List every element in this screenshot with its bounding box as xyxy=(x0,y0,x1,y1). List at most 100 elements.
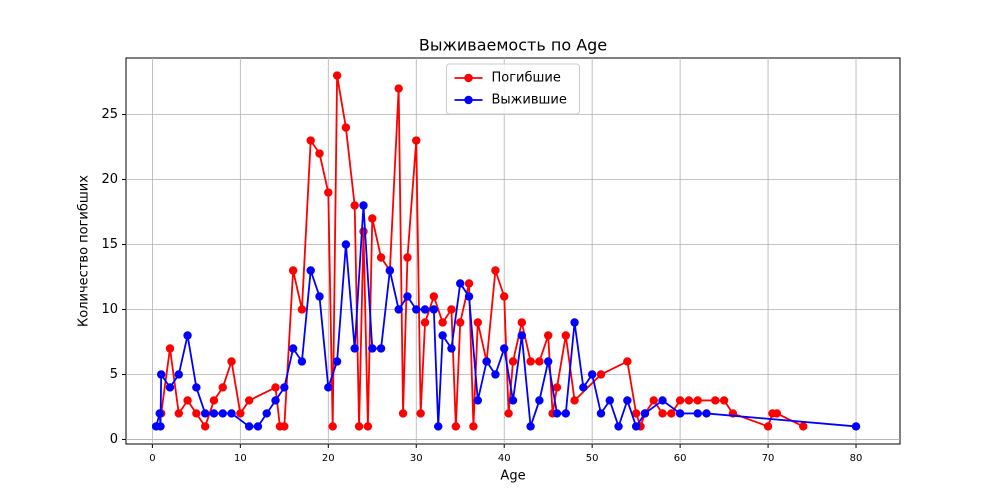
data-point xyxy=(763,422,773,431)
data-point xyxy=(535,396,544,405)
data-point xyxy=(354,422,364,431)
data-point xyxy=(156,370,166,379)
data-point xyxy=(280,383,289,392)
data-point xyxy=(658,409,667,418)
data-point xyxy=(543,331,553,340)
data-point xyxy=(579,383,588,392)
data-point xyxy=(434,422,443,431)
data-point xyxy=(570,396,579,405)
data-point xyxy=(438,318,447,327)
data-point xyxy=(596,370,606,379)
data-point xyxy=(623,357,632,366)
data-point xyxy=(702,409,711,418)
x-axis-label: Age xyxy=(500,469,525,484)
data-point xyxy=(350,344,359,353)
data-point xyxy=(288,344,298,353)
data-point xyxy=(192,409,201,418)
data-point xyxy=(315,149,324,158)
chart-title: Выживаемость по Age xyxy=(419,36,607,55)
data-point xyxy=(192,383,201,392)
data-point xyxy=(517,331,526,340)
data-point xyxy=(552,409,562,418)
data-point xyxy=(508,396,518,405)
data-point xyxy=(693,409,702,418)
data-point xyxy=(658,396,667,405)
data-point xyxy=(464,279,474,288)
data-point xyxy=(324,383,333,392)
data-point xyxy=(799,422,808,431)
y-tick-label: 15 xyxy=(101,237,118,252)
x-tick-label: 20 xyxy=(322,453,335,464)
data-point xyxy=(535,357,544,366)
data-point xyxy=(456,318,465,327)
data-point xyxy=(587,370,597,379)
data-point xyxy=(412,136,421,145)
data-point xyxy=(209,409,219,418)
x-tick-label: 40 xyxy=(498,453,511,464)
x-tick-label: 60 xyxy=(674,453,687,464)
legend-box xyxy=(446,63,580,115)
legend-label: Выжившие xyxy=(492,93,567,108)
data-point xyxy=(772,409,782,418)
data-point xyxy=(328,422,337,431)
data-point xyxy=(614,422,623,431)
y-tick-label: 0 xyxy=(110,432,118,447)
data-point xyxy=(385,266,395,275)
data-point xyxy=(155,409,164,418)
data-point xyxy=(649,396,658,405)
data-point xyxy=(376,253,386,262)
legend: Погибшие Выжившие xyxy=(446,63,580,115)
series-line xyxy=(160,75,804,430)
data-point xyxy=(596,409,606,418)
x-tick-label: 80 xyxy=(850,453,863,464)
data-point xyxy=(280,422,289,431)
data-point xyxy=(403,292,412,301)
data-point xyxy=(341,240,351,249)
data-point xyxy=(561,331,570,340)
data-point xyxy=(368,214,377,223)
data-point xyxy=(473,318,483,327)
legend-marker xyxy=(464,95,473,105)
x-tick-label: 10 xyxy=(234,453,247,464)
data-point xyxy=(500,292,509,301)
data-point xyxy=(719,396,729,405)
data-point xyxy=(570,318,579,327)
data-point xyxy=(456,279,465,288)
data-point xyxy=(420,318,430,327)
data-point xyxy=(684,396,694,405)
y-tick-label: 25 xyxy=(101,107,118,122)
plot-frame xyxy=(125,57,901,445)
data-point xyxy=(227,357,236,366)
data-point xyxy=(174,409,183,418)
data-point xyxy=(500,344,509,353)
data-point xyxy=(271,396,280,405)
data-point xyxy=(306,136,315,145)
data-point xyxy=(156,422,165,431)
data-point xyxy=(552,383,562,392)
x-tick-label: 30 xyxy=(410,453,423,464)
data-point xyxy=(605,396,614,405)
data-point xyxy=(543,357,553,366)
data-point xyxy=(209,396,219,405)
data-point xyxy=(288,266,298,275)
y-axis-label: Количество погибших xyxy=(77,175,92,327)
data-point xyxy=(438,331,447,340)
data-point xyxy=(711,396,720,405)
data-point xyxy=(244,422,254,431)
legend-label: Погибшие xyxy=(492,71,561,86)
data-point xyxy=(482,357,491,366)
data-point xyxy=(227,409,236,418)
data-point xyxy=(667,409,676,418)
data-point xyxy=(253,422,263,431)
data-point xyxy=(473,396,483,405)
x-tick-label: 70 xyxy=(762,453,775,464)
data-point xyxy=(306,266,315,275)
data-point xyxy=(376,344,386,353)
data-point xyxy=(561,409,570,418)
data-point xyxy=(324,188,333,197)
data-point xyxy=(508,357,518,366)
data-point xyxy=(851,422,861,431)
data-point xyxy=(165,344,175,353)
data-point xyxy=(640,409,650,418)
